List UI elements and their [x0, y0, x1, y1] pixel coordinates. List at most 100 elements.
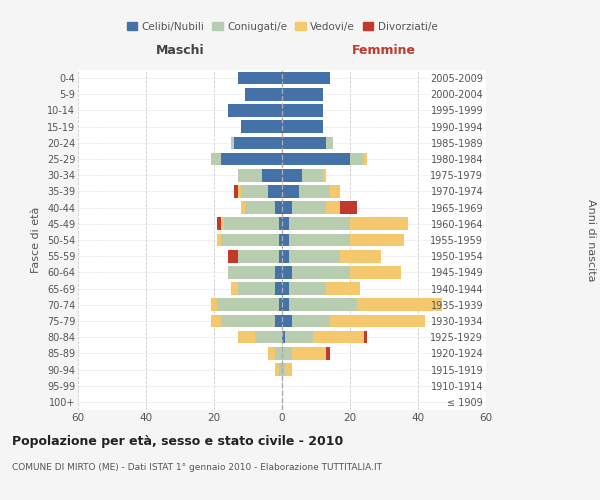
Bar	[224, 218, 278, 230]
Bar	[289, 218, 350, 230]
Bar	[262, 169, 282, 181]
Bar	[275, 347, 282, 360]
Bar	[286, 363, 292, 376]
Bar	[282, 136, 326, 149]
Bar	[221, 234, 278, 246]
Bar	[282, 185, 299, 198]
Bar	[221, 152, 282, 166]
Bar	[326, 282, 360, 295]
Bar	[241, 202, 245, 214]
Bar	[278, 363, 282, 376]
Bar	[326, 202, 340, 214]
Bar	[289, 282, 326, 295]
Bar	[329, 185, 340, 198]
Bar	[357, 298, 442, 311]
Bar	[282, 202, 292, 214]
Bar	[282, 347, 292, 360]
Bar	[227, 250, 238, 262]
Bar	[302, 169, 323, 181]
Bar	[231, 136, 235, 149]
Bar	[282, 152, 350, 166]
Bar	[268, 185, 282, 198]
Bar	[289, 250, 340, 262]
Bar	[282, 72, 329, 85]
Bar	[364, 331, 367, 344]
Bar	[217, 298, 278, 311]
Bar	[238, 282, 275, 295]
Bar	[227, 104, 282, 117]
Bar	[350, 152, 364, 166]
Bar	[350, 218, 408, 230]
Bar	[313, 331, 364, 344]
Bar	[278, 298, 282, 311]
Bar	[238, 72, 282, 85]
Bar	[292, 314, 329, 328]
Bar	[282, 104, 323, 117]
Bar	[282, 266, 292, 278]
Bar	[282, 298, 289, 311]
Bar	[282, 250, 289, 262]
Bar	[278, 250, 282, 262]
Bar	[238, 331, 255, 344]
Bar	[275, 266, 282, 278]
Bar	[221, 218, 224, 230]
Bar	[323, 169, 326, 181]
Bar	[282, 88, 323, 101]
Bar	[282, 282, 289, 295]
Bar	[350, 234, 404, 246]
Bar	[282, 120, 323, 133]
Bar	[282, 218, 289, 230]
Text: COMUNE DI MIRTO (ME) - Dati ISTAT 1° gennaio 2010 - Elaborazione TUTTITALIA.IT: COMUNE DI MIRTO (ME) - Dati ISTAT 1° gen…	[12, 462, 382, 471]
Bar	[326, 136, 333, 149]
Bar	[364, 152, 367, 166]
Bar	[227, 266, 275, 278]
Bar	[238, 169, 262, 181]
Bar	[275, 314, 282, 328]
Bar	[217, 218, 221, 230]
Bar	[245, 88, 282, 101]
Y-axis label: Fasce di età: Fasce di età	[31, 207, 41, 273]
Bar	[275, 282, 282, 295]
Bar	[299, 185, 329, 198]
Bar	[238, 250, 278, 262]
Bar	[221, 314, 275, 328]
Bar	[326, 347, 329, 360]
Bar	[211, 314, 221, 328]
Bar	[211, 298, 217, 311]
Text: Femmine: Femmine	[352, 44, 416, 58]
Bar	[282, 314, 292, 328]
Text: Maschi: Maschi	[155, 44, 205, 58]
Bar	[350, 266, 401, 278]
Text: Popolazione per età, sesso e stato civile - 2010: Popolazione per età, sesso e stato civil…	[12, 435, 343, 448]
Bar	[235, 185, 238, 198]
Bar	[241, 185, 268, 198]
Bar	[275, 363, 278, 376]
Bar	[282, 363, 286, 376]
Bar	[275, 202, 282, 214]
Bar	[289, 298, 357, 311]
Bar	[289, 234, 350, 246]
Bar	[340, 202, 357, 214]
Bar	[292, 266, 350, 278]
Bar	[255, 331, 282, 344]
Bar	[340, 250, 380, 262]
Bar	[211, 152, 221, 166]
Bar	[235, 136, 282, 149]
Bar	[329, 314, 425, 328]
Bar	[278, 234, 282, 246]
Bar	[217, 234, 221, 246]
Bar	[245, 202, 275, 214]
Bar	[241, 120, 282, 133]
Bar	[286, 331, 313, 344]
Bar	[282, 169, 302, 181]
Bar	[238, 185, 241, 198]
Bar	[292, 202, 326, 214]
Bar	[282, 234, 289, 246]
Bar	[231, 282, 238, 295]
Bar	[268, 347, 275, 360]
Bar	[292, 347, 326, 360]
Legend: Celibi/Nubili, Coniugati/e, Vedovi/e, Divorziati/e: Celibi/Nubili, Coniugati/e, Vedovi/e, Di…	[122, 18, 442, 36]
Bar	[278, 218, 282, 230]
Text: Anni di nascita: Anni di nascita	[586, 198, 596, 281]
Bar	[282, 331, 286, 344]
